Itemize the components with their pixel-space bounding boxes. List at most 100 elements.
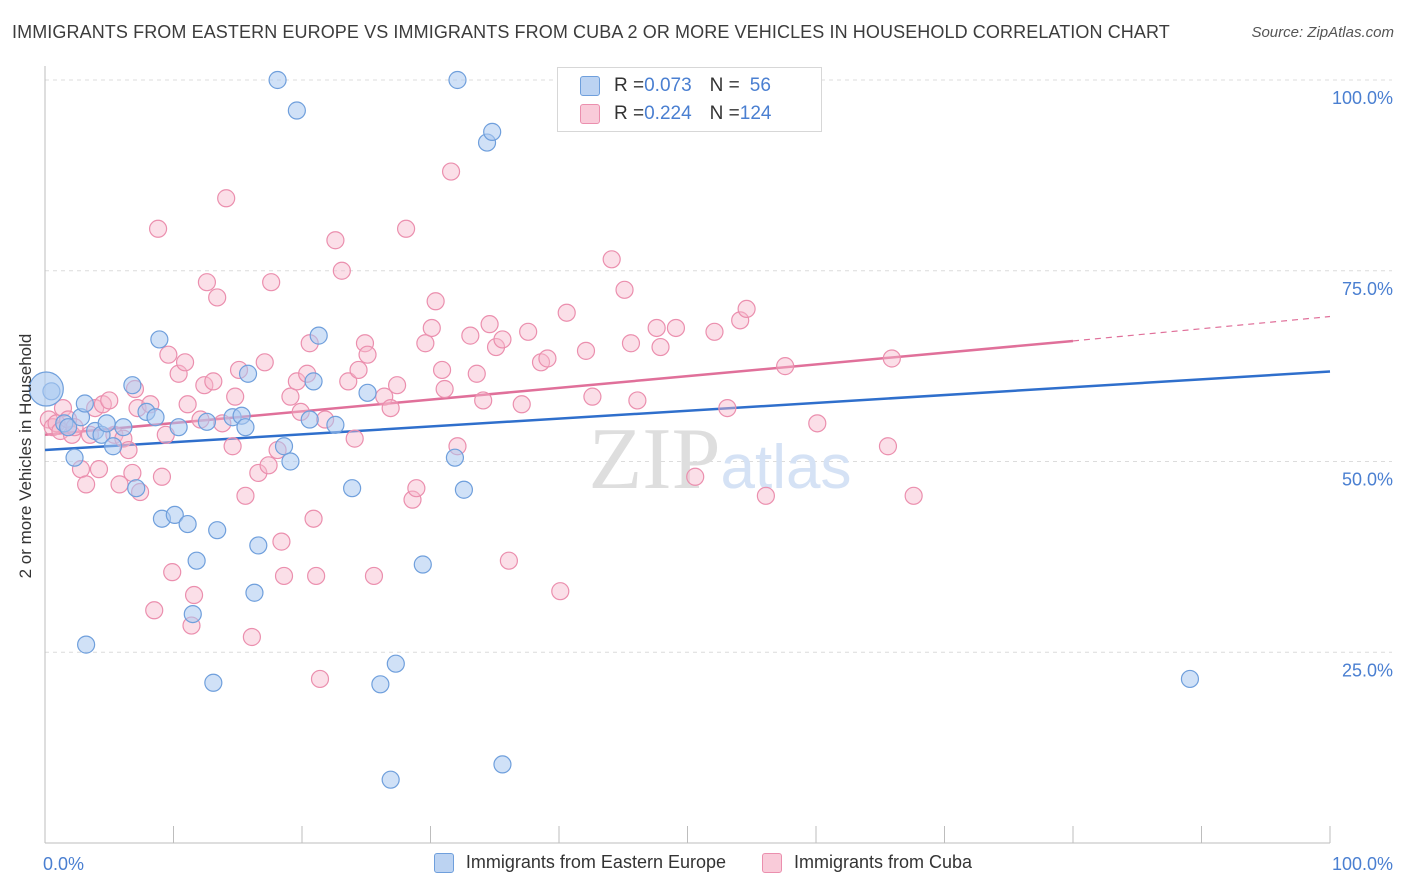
point-eastern-europe: [249, 536, 268, 555]
point-cuba: [381, 398, 400, 418]
point-eastern-europe: [343, 479, 362, 498]
point-eastern-europe: [208, 521, 227, 540]
point-cuba: [217, 189, 236, 208]
point-cuba: [249, 463, 268, 483]
point-eastern-europe: [146, 408, 165, 427]
chart-source: Source: ZipAtlas.com: [1251, 24, 1394, 41]
trend-line-cuba-extension: [1072, 315, 1331, 342]
point-cuba: [119, 440, 138, 460]
point-cuba: [441, 162, 461, 181]
point-cuba: [178, 395, 197, 414]
point-eastern-europe: [358, 383, 377, 402]
point-cuba: [576, 341, 596, 360]
point-eastern-europe: [59, 418, 78, 437]
point-cuba: [236, 486, 255, 505]
series-swatch-pink: [762, 852, 783, 873]
point-cuba: [686, 467, 705, 486]
point-eastern-europe: [183, 604, 202, 624]
point-cuba: [461, 326, 480, 345]
point-eastern-europe: [178, 514, 197, 534]
point-eastern-europe: [127, 479, 146, 498]
point-cuba: [467, 364, 486, 383]
point-cuba: [878, 437, 898, 456]
point-cuba: [145, 601, 164, 620]
legend-r-label: R =: [614, 75, 645, 96]
point-cuba: [904, 486, 923, 505]
point-cuba: [281, 387, 300, 406]
point-cuba: [583, 387, 602, 406]
point-eastern-europe: [454, 480, 474, 499]
legend-swatch-pink: [580, 104, 600, 124]
point-cuba: [776, 357, 795, 376]
point-cuba: [163, 563, 182, 582]
point-cuba: [621, 334, 641, 353]
point-eastern-europe: [448, 70, 467, 90]
tick-labels: 100.0% 75.0% 50.0% 25.0% 0.0% 100.0%: [43, 88, 1393, 874]
trend-line-eastern-europe: [44, 370, 1331, 452]
point-eastern-europe-large: [28, 371, 64, 407]
point-cuba: [255, 353, 274, 372]
point-cuba: [557, 303, 576, 322]
point-cuba: [538, 349, 557, 368]
point-eastern-europe: [238, 364, 258, 383]
series-swatch-blue: [433, 852, 454, 873]
point-cuba: [310, 669, 330, 689]
point-eastern-europe: [245, 583, 264, 602]
stats-legend: R = 0.073 N = 56 R = 0.224 N = 124: [557, 67, 822, 132]
legend-swatch-blue: [580, 76, 600, 96]
point-cuba: [731, 311, 750, 330]
point-eastern-europe: [187, 551, 206, 570]
x-tick-label: 100.0%: [1332, 854, 1393, 874]
point-cuba: [339, 372, 358, 391]
point-cuba: [416, 334, 435, 353]
point-cuba: [647, 318, 666, 338]
point-cuba: [756, 486, 775, 505]
point-eastern-europe: [77, 635, 96, 654]
point-cuba: [737, 299, 756, 318]
point-eastern-europe: [97, 414, 116, 433]
y-tick-label: 50.0%: [1342, 470, 1393, 490]
point-cuba: [355, 334, 375, 353]
point-cuba: [718, 398, 737, 418]
point-cuba: [387, 376, 407, 395]
point-eastern-europe: [386, 654, 405, 673]
point-cuba: [403, 490, 422, 509]
point-cuba: [512, 395, 531, 414]
point-cuba: [364, 566, 384, 586]
series-legend-cuba[interactable]: Immigrants from Cuba: [762, 852, 972, 873]
point-eastern-europe: [309, 326, 328, 345]
point-cuba: [169, 364, 188, 383]
point-cuba: [486, 337, 506, 357]
point-eastern-europe: [75, 394, 94, 413]
point-cuba: [602, 250, 621, 269]
series-legend-eastern-europe[interactable]: Immigrants from Eastern Europe: [433, 852, 726, 873]
point-cuba: [223, 437, 242, 456]
point-eastern-europe: [114, 418, 133, 437]
y-tick-label: 75.0%: [1342, 279, 1393, 299]
point-eastern-europe: [236, 418, 255, 437]
point-cuba: [208, 288, 227, 307]
point-cuba: [499, 551, 518, 570]
point-eastern-europe: [300, 410, 319, 429]
point-eastern-europe: [413, 555, 432, 574]
legend-r-label: R =: [614, 103, 645, 124]
point-cuba: [204, 372, 223, 391]
point-cuba: [551, 582, 570, 601]
point-eastern-europe: [287, 101, 306, 120]
legend-n-value: 124: [739, 103, 772, 124]
point-eastern-europe: [104, 437, 123, 456]
point-eastern-europe: [483, 122, 502, 141]
point-eastern-europe: [445, 448, 465, 467]
point-eastern-europe: [165, 505, 184, 525]
point-cuba: [152, 467, 172, 486]
point-cuba: [304, 509, 323, 528]
point-eastern-europe: [197, 412, 217, 431]
point-cuba: [159, 345, 178, 364]
point-cuba: [274, 566, 294, 586]
point-cuba: [480, 315, 499, 334]
point-eastern-europe: [169, 418, 188, 437]
point-eastern-europe: [150, 330, 169, 349]
legend-r-value: 0.224: [644, 103, 692, 124]
legend-row-cuba: R = 0.224 N = 124: [580, 102, 771, 126]
chart-title: IMMIGRANTS FROM EASTERN EUROPE VS IMMIGR…: [12, 22, 1170, 42]
